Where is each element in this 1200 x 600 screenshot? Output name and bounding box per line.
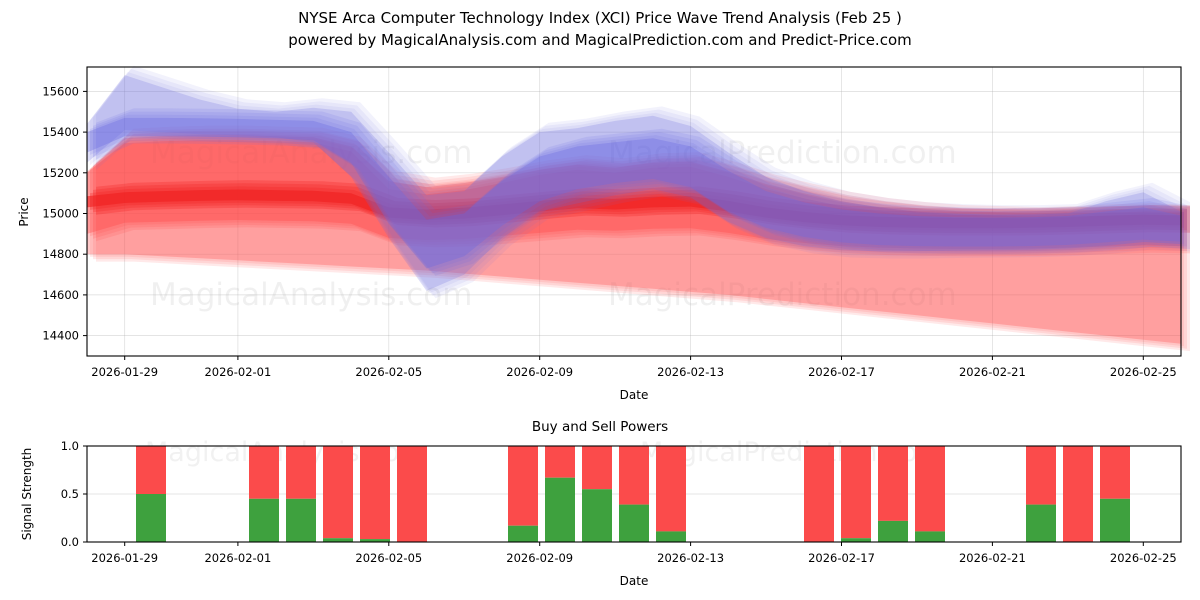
sell-power-bar bbox=[1063, 446, 1093, 542]
price-x-axis-label: Date bbox=[620, 388, 649, 402]
price-ytick: 15200 bbox=[42, 166, 79, 180]
price-ytick: 15600 bbox=[42, 84, 79, 98]
band-bearish-mid-band bbox=[87, 117, 1181, 269]
signal-xtick: 2026-02-01 bbox=[204, 551, 271, 565]
sell-power-bar bbox=[582, 446, 612, 490]
buy-power-bar bbox=[545, 477, 575, 542]
band-bullish-core-band-layer2 bbox=[93, 183, 1187, 234]
price-wave-bands bbox=[87, 65, 1190, 352]
sell-power-bar bbox=[508, 446, 538, 526]
signal-y-axis-ticks: 0.0 0.5 1.0 bbox=[61, 439, 87, 549]
watermark-analysis-1: MagicalAnalysis.com bbox=[150, 135, 472, 171]
price-gridlines bbox=[87, 67, 1181, 356]
band-bearish-outer-band-layer2 bbox=[93, 68, 1187, 296]
buy-power-bar bbox=[323, 538, 353, 542]
price-ytick: 15000 bbox=[42, 207, 79, 221]
signal-chart: 0.0 0.5 1.0 2026-01-29 2026-02-01 2026-02-05… bbox=[20, 439, 1182, 588]
signal-xtick: 2026-02-09 bbox=[506, 551, 573, 565]
buy-power-bar bbox=[136, 494, 166, 542]
price-xtick: 2026-02-09 bbox=[506, 365, 573, 379]
sell-power-bar bbox=[915, 446, 945, 532]
buy-power-bar bbox=[878, 520, 908, 542]
signal-xtick: 2026-02-21 bbox=[959, 551, 1026, 565]
sell-power-bar bbox=[619, 446, 649, 505]
sell-power-bar bbox=[360, 446, 390, 540]
watermark-prediction-2: MagicalPrediction.com bbox=[608, 277, 957, 313]
band-bearish-outer-band-layer1 bbox=[90, 72, 1184, 294]
buy-power-bar bbox=[841, 538, 871, 542]
signal-ytick: 1.0 bbox=[61, 439, 79, 453]
signal-xtick: 2026-02-13 bbox=[657, 551, 724, 565]
band-bearish-mid-band-layer1 bbox=[90, 114, 1184, 271]
price-xtick: 2026-02-05 bbox=[355, 365, 422, 379]
sell-power-bar bbox=[1026, 446, 1056, 505]
band-bearish-mid-band-layer2 bbox=[93, 111, 1187, 274]
sell-power-bar bbox=[323, 446, 353, 539]
band-bullish-outer-band bbox=[87, 135, 1181, 344]
sell-power-bar bbox=[1100, 446, 1130, 499]
price-ytick: 14600 bbox=[42, 288, 79, 302]
band-bullish-core-band-layer3 bbox=[96, 180, 1190, 236]
buy-power-bar bbox=[286, 498, 316, 542]
signal-y-axis-label: Signal Strength bbox=[20, 448, 34, 541]
signal-xtick: 2026-02-05 bbox=[355, 551, 422, 565]
band-bullish-outer-band-layer1 bbox=[90, 132, 1184, 347]
signal-x-axis-label: Date bbox=[620, 574, 649, 588]
band-bullish-outer-band-layer2 bbox=[93, 128, 1187, 349]
band-bullish-core-band bbox=[87, 189, 1181, 229]
sell-power-bar bbox=[545, 446, 575, 478]
buy-power-bar bbox=[508, 525, 538, 542]
price-xtick: 2026-01-29 bbox=[91, 365, 158, 379]
signal-bar-group bbox=[136, 446, 1130, 542]
price-xtick: 2026-02-13 bbox=[657, 365, 724, 379]
band-bullish-outer-band-layer3 bbox=[96, 125, 1190, 352]
buy-power-bar bbox=[656, 531, 686, 542]
price-xtick: 2026-02-17 bbox=[808, 365, 875, 379]
band-bearish-mid-band-layer3 bbox=[96, 108, 1190, 276]
buy-power-bar bbox=[360, 539, 390, 542]
price-xtick: 2026-02-01 bbox=[204, 365, 271, 379]
signal-x-axis-ticks: 2026-01-29 2026-02-01 2026-02-05 2026-02-09… bbox=[91, 542, 1177, 565]
price-plot-frame bbox=[86, 66, 1182, 357]
sell-power-bar bbox=[397, 446, 427, 542]
sell-power-bar bbox=[136, 446, 166, 494]
band-bullish-core-band-layer1 bbox=[90, 186, 1184, 231]
price-x-axis-ticks: 2026-01-29 2026-02-01 2026-02-05 2026-02-09… bbox=[91, 356, 1177, 379]
sell-power-bar bbox=[249, 446, 279, 499]
sell-power-bar bbox=[804, 446, 834, 542]
buy-power-bar bbox=[1026, 504, 1056, 542]
signal-xtick: 2026-02-25 bbox=[1110, 551, 1177, 565]
band-bearish-outer-band-layer3 bbox=[96, 65, 1190, 299]
page-title-line1: NYSE Arca Computer Technology Index (XCI… bbox=[298, 9, 902, 27]
price-ytick: 15400 bbox=[42, 125, 79, 139]
price-ytick: 14400 bbox=[42, 329, 79, 343]
signal-xtick: 2026-01-29 bbox=[91, 551, 158, 565]
price-xtick: 2026-02-21 bbox=[959, 365, 1026, 379]
sell-power-bar bbox=[878, 446, 908, 521]
buy-power-bar bbox=[915, 531, 945, 542]
sell-power-bar bbox=[656, 446, 686, 532]
sell-power-bar bbox=[286, 446, 316, 499]
price-ytick: 14800 bbox=[42, 247, 79, 261]
signal-ytick: 0.5 bbox=[61, 487, 79, 501]
price-chart: 14400 14600 14800 15000 15200 15400 15600 2026… bbox=[17, 65, 1190, 402]
buy-power-bar bbox=[249, 498, 279, 542]
price-xtick: 2026-02-25 bbox=[1110, 365, 1177, 379]
buy-power-bar bbox=[619, 504, 649, 542]
buy-power-bar bbox=[582, 489, 612, 542]
sell-power-bar bbox=[841, 446, 871, 539]
page-title-line2: powered by MagicalAnalysis.com and Magic… bbox=[288, 31, 912, 49]
lower-chart-title: Buy and Sell Powers bbox=[531, 419, 669, 435]
buy-power-bar bbox=[1100, 498, 1130, 542]
watermark-analysis-2: MagicalAnalysis.com bbox=[150, 277, 472, 313]
signal-ytick: 0.0 bbox=[61, 535, 79, 549]
watermark-prediction-1: MagicalPrediction.com bbox=[608, 135, 957, 171]
price-y-axis-ticks: 14400 14600 14800 15000 15200 15400 15600 bbox=[42, 84, 87, 343]
band-bearish-outer-band bbox=[87, 75, 1181, 291]
signal-xtick: 2026-02-17 bbox=[808, 551, 875, 565]
price-y-axis-label: Price bbox=[17, 197, 31, 226]
